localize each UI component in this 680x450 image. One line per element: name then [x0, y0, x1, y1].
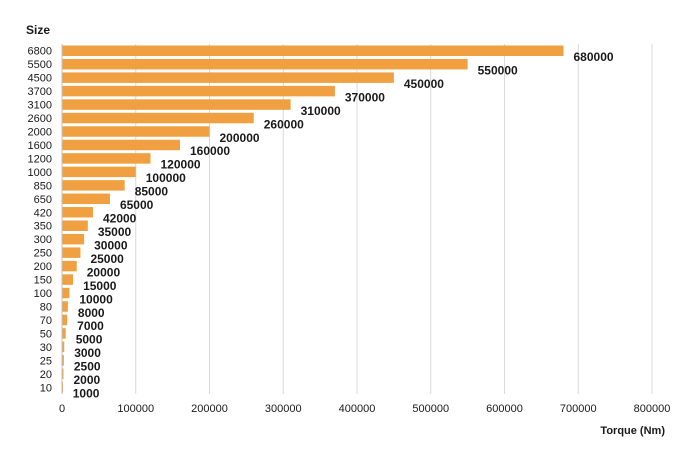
bar	[62, 328, 66, 339]
x-tick-label: 0	[59, 403, 65, 415]
data-label: 450000	[404, 77, 444, 91]
data-label: 160000	[190, 144, 230, 158]
x-tick-label: 500000	[412, 403, 449, 415]
bar	[62, 193, 110, 205]
category-label: 80	[40, 302, 52, 314]
data-label: 5000	[76, 333, 103, 347]
data-label: 120000	[161, 158, 201, 172]
category-label: 10	[40, 382, 52, 394]
category-label: 150	[34, 275, 52, 287]
bar	[62, 260, 77, 272]
data-label: 25000	[90, 252, 124, 266]
category-label: 30	[40, 342, 52, 354]
bar	[62, 368, 64, 380]
bar	[62, 126, 210, 137]
data-label: 2500	[74, 360, 101, 374]
x-tick-labels: 0 100000 200000 300000 400000 500000 600000 700…	[59, 403, 670, 415]
x-tick-label: 200000	[191, 403, 228, 415]
data-label: 680000	[574, 50, 614, 64]
bar	[62, 85, 335, 97]
data-label: 65000	[120, 198, 154, 212]
bar	[62, 180, 125, 191]
data-label: 42000	[103, 212, 137, 226]
bar	[62, 153, 151, 164]
data-label: 370000	[345, 90, 385, 104]
data-label: 550000	[478, 63, 518, 77]
data-label: 15000	[83, 279, 117, 293]
bar	[62, 287, 70, 299]
x-tick-label: 600000	[486, 403, 523, 415]
category-label: 1000	[28, 167, 52, 179]
category-label: 2000	[28, 127, 52, 139]
bar	[62, 233, 85, 245]
category-label: 3700	[28, 86, 52, 98]
category-label: 1200	[28, 153, 52, 165]
bar	[62, 355, 64, 366]
bar	[62, 72, 394, 83]
data-label: 310000	[301, 104, 341, 118]
category-label: 20	[40, 369, 52, 381]
x-tick-label: 800000	[634, 403, 671, 415]
category-label: 50	[40, 328, 52, 340]
data-label: 2000	[73, 373, 100, 387]
category-label: 5500	[28, 59, 52, 71]
x-tick-label: 300000	[265, 403, 302, 415]
category-label: 100	[34, 288, 52, 300]
x-tick-label: 700000	[560, 403, 597, 415]
bar	[62, 112, 254, 124]
category-label: 250	[34, 248, 52, 260]
category-label: 6800	[28, 46, 52, 58]
bar	[62, 247, 81, 258]
bar	[62, 220, 88, 231]
category-label: 200	[34, 261, 52, 273]
bar	[62, 99, 291, 110]
category-label: 300	[34, 234, 52, 246]
data-label: 3000	[74, 346, 101, 360]
data-label: 10000	[79, 292, 113, 306]
bar	[62, 341, 65, 353]
bar	[62, 207, 93, 218]
category-label: 25	[40, 355, 52, 367]
grid-lines	[135, 44, 653, 394]
x-axis-title: Torque (Nm)	[600, 425, 665, 437]
category-label: 420	[34, 207, 52, 219]
category-label: 650	[34, 194, 52, 206]
bar	[62, 45, 564, 56]
category-label: 1600	[28, 140, 52, 152]
category-label: 350	[34, 221, 52, 233]
category-label: 850	[34, 180, 52, 192]
data-label: 260000	[264, 117, 304, 131]
bar	[62, 274, 74, 285]
category-label: 70	[40, 315, 52, 327]
x-tick-label: 400000	[339, 403, 376, 415]
bar	[62, 139, 180, 151]
category-label: 4500	[28, 73, 52, 85]
data-label: 8000	[78, 306, 105, 320]
x-tick-label: 100000	[117, 403, 154, 415]
data-label: 30000	[94, 238, 128, 252]
y-axis-title: Size	[26, 23, 50, 37]
bars	[62, 45, 564, 393]
category-label: 2600	[28, 113, 52, 125]
bar	[62, 314, 68, 326]
bar	[62, 301, 68, 312]
data-label: 200000	[220, 131, 260, 145]
data-label: 85000	[135, 185, 169, 199]
data-label: 35000	[98, 225, 132, 239]
category-label: 3100	[28, 100, 52, 112]
data-label: 1000	[73, 387, 100, 401]
data-label: 20000	[87, 265, 121, 279]
bar	[62, 166, 136, 178]
data-label: 7000	[77, 319, 104, 333]
data-label: 100000	[146, 171, 186, 185]
bar	[62, 58, 468, 70]
